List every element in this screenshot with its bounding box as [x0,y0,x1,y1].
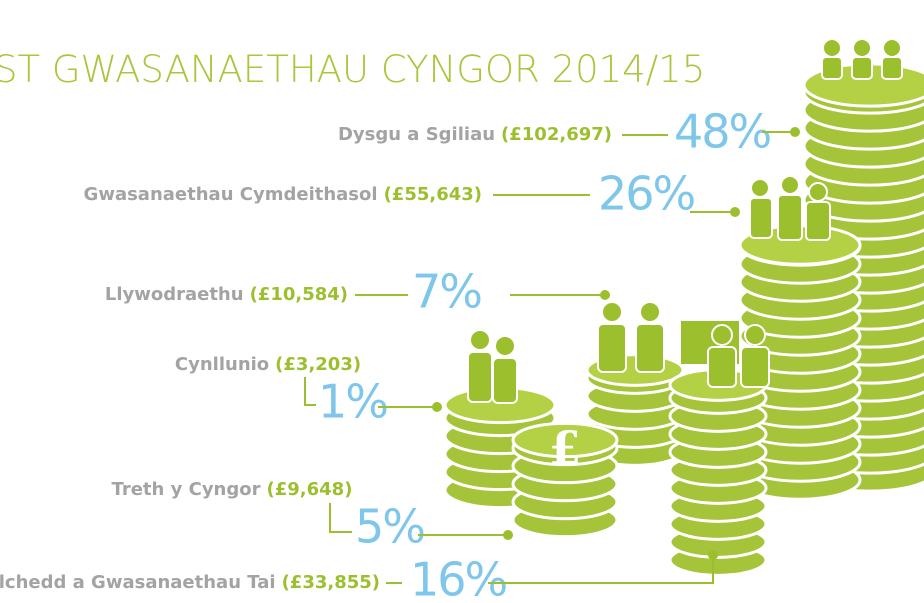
connector-dot [708,550,718,560]
connector-dot [503,530,513,540]
amount: (£102,697) [501,124,612,145]
connector-dot [790,127,800,137]
label-text: Llywodraethu [105,284,244,305]
amount: (£33,855) [282,572,380,593]
label-text: Gwasanaethau Cymdeithasol [84,184,378,205]
title: ST GWASANAETHAU CYNGOR 2014/15 [0,48,705,91]
percent: 1% [318,375,387,429]
connector-dot [432,402,442,412]
connector-dot [730,207,740,217]
figures: £ [467,38,903,475]
item-label: Gwasanaethau Cymdeithasol (£55,643) [84,184,482,205]
item-label: Amgylchedd a Gwasanaethau Tai (£33,855) [0,572,380,593]
connector [304,377,437,408]
percent: 48% [674,105,771,159]
connector [386,555,714,584]
label-text: Amgylchedd a Gwasanaethau Tai [0,572,276,593]
percent: 7% [412,265,481,319]
label-text: Cynllunio [175,354,269,375]
label-text: Treth y Cyngor [112,479,261,500]
connector [493,194,735,213]
svg-text:£: £ [549,421,581,475]
percent: 5% [355,500,424,554]
item-label: Treth y Cyngor (£9,648) [112,479,353,500]
connector-dot [600,290,610,300]
item-label: Llywodraethu (£10,584) [105,284,348,305]
percent: 16% [410,553,507,603]
item-label: Dysgu a Sgiliau (£102,697) [338,124,612,145]
label-text: Dysgu a Sgiliau [338,124,495,145]
amount: (£9,648) [267,479,353,500]
items: Dysgu a Sgiliau (£102,697) 48% Gwasanaethau… [0,105,800,603]
item-label: Cynllunio (£3,203) [175,354,361,375]
connector [622,131,795,136]
connector [329,503,508,536]
amount: (£55,643) [384,184,482,205]
coin-top [511,421,619,459]
amount: (£3,203) [275,354,361,375]
percent: 26% [598,167,695,221]
amount: (£10,584) [250,284,348,305]
